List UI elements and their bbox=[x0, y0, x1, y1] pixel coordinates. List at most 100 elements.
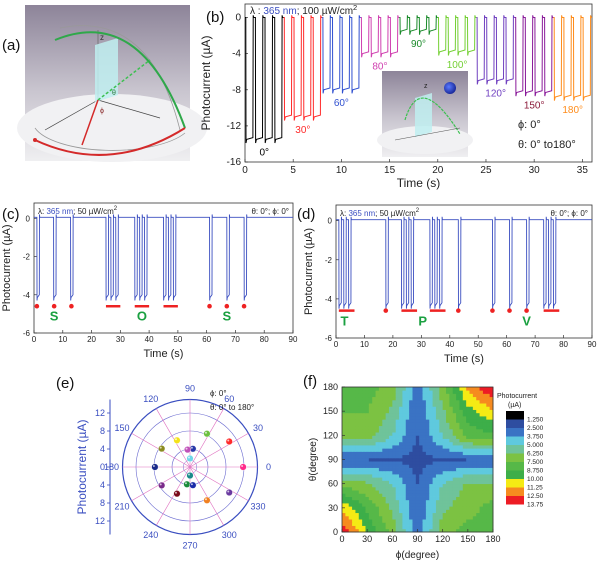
contour-cell bbox=[362, 422, 366, 427]
contour-cell bbox=[395, 467, 400, 472]
contour-cell bbox=[429, 419, 433, 423]
contour-cell bbox=[409, 387, 413, 391]
contour-cell bbox=[456, 387, 460, 391]
contour-cell bbox=[476, 432, 480, 436]
contour-cell bbox=[378, 522, 383, 526]
contour-cell bbox=[462, 445, 467, 449]
contour-cell bbox=[342, 422, 346, 427]
contour-cell bbox=[415, 399, 420, 404]
contour-cell bbox=[482, 393, 487, 398]
colorbar-title: Photocurrent bbox=[497, 393, 537, 400]
y-axis bbox=[44, 99, 99, 131]
contour-cell bbox=[365, 435, 370, 439]
contour-cell bbox=[402, 422, 407, 427]
contour-cell bbox=[419, 503, 423, 507]
contour-cell bbox=[425, 409, 430, 414]
contour-cell bbox=[405, 519, 410, 523]
contour-cell bbox=[402, 486, 407, 491]
contour-cell bbox=[352, 519, 356, 523]
contour-cell bbox=[466, 483, 470, 488]
contour-cell bbox=[472, 396, 477, 401]
contour-cell bbox=[442, 493, 447, 497]
contour-cell bbox=[479, 441, 484, 446]
contour-cell bbox=[362, 435, 366, 439]
contour-cell bbox=[472, 451, 477, 456]
contour-cell bbox=[412, 387, 417, 391]
contour-cell bbox=[365, 483, 370, 488]
contour-cell bbox=[405, 525, 410, 530]
contour-cell bbox=[352, 509, 356, 514]
contour-cell bbox=[375, 412, 380, 417]
contour-cell bbox=[409, 412, 413, 417]
contour-cell bbox=[352, 503, 356, 507]
contour-cell bbox=[392, 528, 397, 533]
contour-cell bbox=[382, 525, 387, 530]
contour-cell bbox=[482, 399, 487, 404]
contour-cell bbox=[435, 399, 440, 404]
contour-cell bbox=[452, 480, 457, 485]
contour-cell bbox=[432, 416, 437, 420]
polar-angle-label: 180 bbox=[104, 462, 119, 472]
colorbar-label: 13.75 bbox=[527, 502, 544, 509]
contour-cell bbox=[412, 512, 417, 517]
contour-cell bbox=[466, 470, 470, 475]
contour-cell bbox=[405, 483, 410, 488]
contour-cell bbox=[415, 441, 420, 446]
contour-cell bbox=[459, 422, 464, 427]
contour-cell bbox=[392, 445, 397, 449]
contour-cell bbox=[456, 461, 460, 465]
polar-data-point bbox=[225, 488, 233, 496]
contour-cell bbox=[395, 454, 400, 459]
contour-cell bbox=[472, 477, 477, 481]
contour-cell bbox=[472, 467, 477, 472]
morse-dot bbox=[241, 303, 247, 309]
contour-cell bbox=[422, 393, 427, 398]
contour-cell bbox=[348, 387, 353, 391]
point-highlight bbox=[204, 498, 207, 501]
contour-cell bbox=[372, 464, 376, 468]
contour-cell bbox=[442, 387, 447, 391]
contour-cell bbox=[435, 454, 440, 459]
contour-cell bbox=[446, 406, 450, 410]
contour-cell bbox=[482, 457, 487, 462]
contour-cell bbox=[402, 506, 407, 510]
contour-cell bbox=[409, 503, 413, 507]
contour-cell bbox=[456, 477, 460, 481]
contour-cell bbox=[409, 461, 413, 465]
y-axis-label: Photocurrent (µA) bbox=[303, 228, 315, 315]
contour-cell bbox=[368, 519, 373, 523]
contour-cell bbox=[459, 425, 464, 430]
contour-cell bbox=[446, 403, 450, 407]
contour-cell bbox=[435, 387, 440, 391]
contour-cell bbox=[435, 499, 440, 504]
contour-cell bbox=[402, 451, 407, 456]
contour-cell bbox=[342, 435, 346, 439]
contour-cell bbox=[415, 448, 420, 452]
contour-cell bbox=[412, 486, 417, 491]
contour-cell bbox=[442, 393, 447, 398]
contour-cell bbox=[412, 422, 417, 427]
contour-cell bbox=[469, 470, 474, 475]
colorbar-label: 1.250 bbox=[527, 417, 544, 424]
contour-cell bbox=[476, 506, 480, 510]
contour-cell bbox=[355, 480, 360, 485]
contour-cell bbox=[456, 509, 460, 514]
contour-cell bbox=[439, 390, 444, 394]
contour-cell bbox=[388, 512, 393, 517]
contour-cell bbox=[355, 506, 360, 510]
contour-cell bbox=[482, 483, 487, 488]
contour-cell bbox=[375, 509, 380, 514]
contour-cell bbox=[442, 428, 447, 433]
contour-cell bbox=[489, 525, 494, 530]
contour-cell bbox=[355, 493, 360, 497]
contour-cell bbox=[409, 441, 413, 446]
contour-cell bbox=[345, 461, 350, 465]
contour-cell bbox=[388, 403, 393, 407]
contour-cell bbox=[456, 390, 460, 394]
contour-cell bbox=[388, 445, 393, 449]
contour-cell bbox=[489, 390, 494, 394]
contour-cell bbox=[385, 399, 390, 404]
contour-cell bbox=[489, 519, 494, 523]
contour-cell bbox=[489, 528, 494, 533]
contour-cell bbox=[385, 506, 390, 510]
